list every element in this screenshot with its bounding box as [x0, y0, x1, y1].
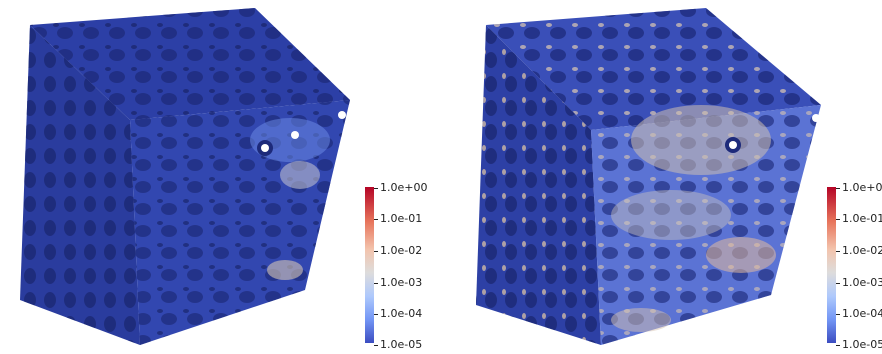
left-colorbar-tick-2: 1.0e-02: [373, 244, 423, 257]
right-colorbar-tick-5: 1.0e-05: [835, 339, 882, 351]
left-colorbar-tick-4: 1.0e-04: [373, 307, 423, 320]
right-colorbar: [827, 187, 836, 343]
right-porous-cube-render: [476, 8, 821, 345]
left-colorbar-tick-5: 1.0e-05: [373, 338, 423, 351]
right-colorbar-tick-1: 1.0e-01: [835, 213, 882, 225]
left-colorbar-tick-3: 1.0e-03: [373, 276, 423, 289]
right-colorbar-tick-3: 1.0e-03: [835, 277, 882, 289]
right-colorbar-tick-0: 1.0e+00: [835, 182, 882, 194]
right-render-panel: 1.0e+00 1.0e-01 1.0e-02 1.0e-03 1.0e-04 …: [441, 0, 882, 354]
left-colorbar-tick-1: 1.0e-01: [373, 212, 423, 225]
left-render-panel: 1.0e+00 1.0e-01 1.0e-02 1.0e-03 1.0e-04 …: [20, 8, 428, 351]
left-colorbar-tick-0: 1.0e+00: [373, 181, 428, 194]
left-porous-cube-render: [20, 8, 350, 345]
right-colorbar-tick-2: 1.0e-02: [835, 245, 882, 257]
left-colorbar: [365, 187, 374, 343]
right-colorbar-tick-4: 1.0e-04: [835, 308, 882, 320]
